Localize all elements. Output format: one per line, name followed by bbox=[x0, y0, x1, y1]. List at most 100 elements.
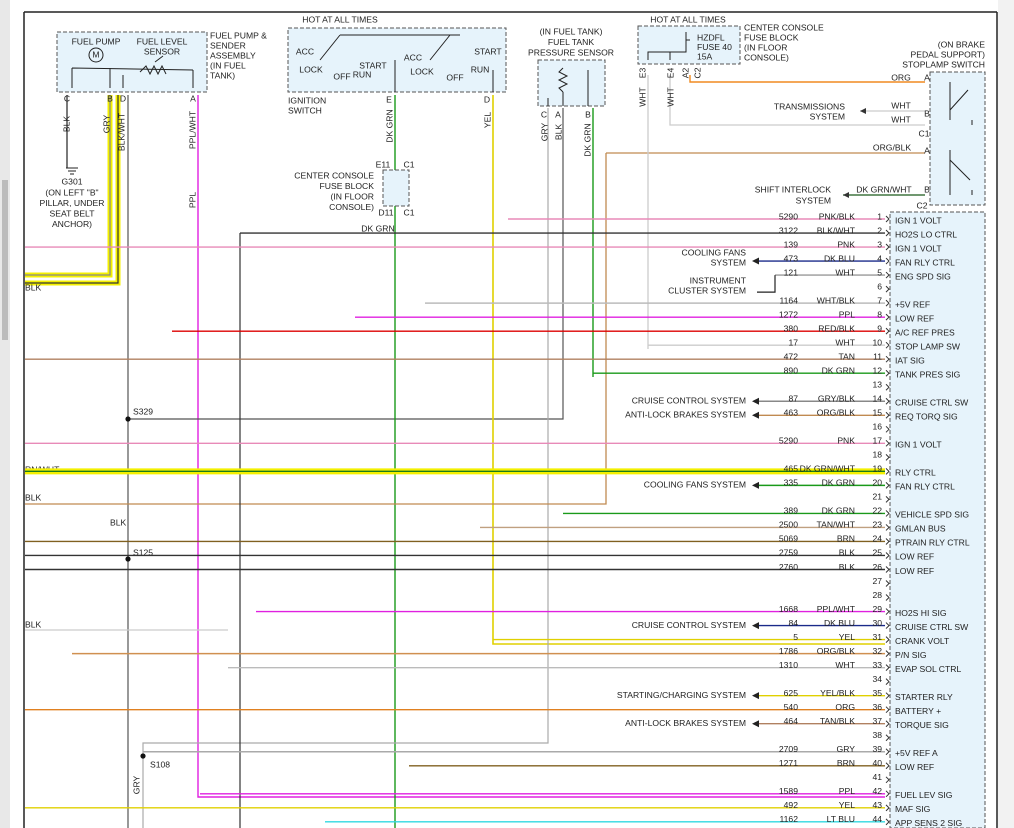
pin-terminal bbox=[885, 650, 890, 657]
wire-color: BRN bbox=[837, 534, 855, 544]
wire-color: YEL/BLK bbox=[820, 688, 855, 698]
pin-terminal bbox=[885, 453, 890, 461]
circuit-number: 87 bbox=[788, 394, 798, 404]
pin-number: 8 bbox=[877, 309, 882, 319]
pressure-sensor-box bbox=[537, 59, 606, 107]
pin-terminal bbox=[885, 748, 890, 756]
splice-label: S125 bbox=[133, 547, 153, 557]
ground-note: ANCHOR) bbox=[52, 219, 92, 229]
wire-color: ORG/BLK bbox=[873, 142, 911, 152]
pin-terminal bbox=[885, 355, 890, 363]
pin-number: 38 bbox=[872, 730, 882, 740]
component-name: (IN FUEL bbox=[210, 60, 246, 70]
pin-terminal bbox=[885, 608, 890, 615]
fuse-label: HZDFL bbox=[697, 32, 725, 42]
circuit-number: 464 bbox=[784, 716, 799, 726]
page-margin bbox=[998, 0, 1014, 828]
pin-function: IGN 1 VOLT bbox=[895, 215, 942, 225]
pin-terminal bbox=[885, 257, 890, 265]
pin-function: IGN 1 VOLT bbox=[895, 440, 942, 450]
pin-label: E11 bbox=[376, 159, 391, 169]
wire-color: GRY bbox=[101, 114, 111, 133]
wire bbox=[757, 275, 776, 293]
pin-terminal bbox=[885, 482, 890, 489]
splice-label: S329 bbox=[133, 406, 153, 416]
pin-terminal bbox=[885, 383, 890, 391]
wire bbox=[492, 95, 885, 645]
pin-number: 27 bbox=[872, 576, 882, 586]
fuse-box bbox=[637, 25, 741, 65]
pin-function: LOW REF bbox=[895, 313, 934, 323]
pin-number: 9 bbox=[877, 323, 882, 333]
sensor-symbol bbox=[547, 67, 589, 106]
wire-color: PNK/BLK bbox=[819, 211, 856, 221]
pin-number: 20 bbox=[872, 478, 882, 488]
circuit-number: 5290 bbox=[779, 211, 798, 221]
component-name: ASSEMBLY bbox=[210, 50, 256, 60]
arrow bbox=[752, 257, 759, 265]
wire-color: BLK/WHT bbox=[116, 112, 126, 151]
component-name: FUSE BLOCK bbox=[744, 32, 799, 42]
switch-position: START bbox=[359, 60, 387, 70]
component-name: CENTER CONSOLE bbox=[294, 170, 374, 180]
wire-color: PPL bbox=[187, 192, 197, 208]
wire-color: RED/BLK bbox=[818, 323, 855, 333]
component-name: FUEL TANK bbox=[548, 37, 594, 47]
pin-terminal bbox=[885, 762, 890, 770]
pin-terminal bbox=[885, 692, 890, 700]
pin-terminal bbox=[885, 243, 890, 251]
component-name: PEDAL SUPPORT) bbox=[911, 49, 986, 59]
circuit-number: 1162 bbox=[780, 814, 799, 824]
wire-color: BRN bbox=[837, 758, 855, 768]
wire-color: PPL/WHT bbox=[817, 604, 856, 614]
circuit-number: 139 bbox=[784, 239, 799, 249]
pin-label: B bbox=[924, 108, 930, 118]
pin-number: 17 bbox=[872, 436, 882, 446]
wire bbox=[142, 108, 549, 828]
pin-terminal bbox=[885, 734, 890, 742]
pin-number: 40 bbox=[872, 758, 882, 768]
wire-color: DK GRN bbox=[582, 123, 592, 156]
pin-label: A bbox=[190, 93, 196, 103]
fuel-pump-box bbox=[56, 31, 208, 93]
pin-number: 34 bbox=[872, 674, 882, 684]
wire bbox=[689, 75, 925, 83]
wire-color: WHT bbox=[891, 114, 911, 124]
pin-label: B bbox=[107, 93, 113, 103]
wire bbox=[25, 153, 607, 505]
component-label: FUEL LEVEL bbox=[137, 36, 188, 46]
pin-function: BATTERY + bbox=[895, 706, 941, 716]
pin-number: 43 bbox=[872, 800, 882, 810]
wire-color: BLK bbox=[839, 562, 856, 572]
fuse-label: FUSE 40 bbox=[697, 42, 732, 52]
pin-function: VEHICLE SPD SIG bbox=[895, 510, 969, 520]
destination-label: SYSTEM bbox=[711, 257, 746, 267]
switch-position: ACC bbox=[404, 52, 422, 62]
wire-color: BLK bbox=[25, 282, 42, 292]
wire-color: YEL bbox=[839, 632, 855, 642]
destination-label: SYSTEM bbox=[810, 111, 845, 121]
motor-symbol bbox=[88, 47, 104, 63]
pin-number: 39 bbox=[872, 744, 882, 754]
circuit-number: 1589 bbox=[779, 786, 798, 796]
pin-function: EVAP SOL CTRL bbox=[895, 664, 961, 674]
switch-position: LOCK bbox=[299, 64, 323, 74]
pin-number: 1 bbox=[877, 211, 882, 221]
pin-number: 31 bbox=[872, 632, 882, 642]
pin-terminal bbox=[885, 341, 890, 349]
component-label: FUEL PUMP bbox=[72, 36, 121, 46]
pin-number: 41 bbox=[872, 772, 882, 782]
circuit-number: 1310 bbox=[779, 660, 798, 670]
circuit-number: 2760 bbox=[779, 562, 798, 572]
wire bbox=[669, 75, 925, 126]
wire-color: TAN/WHT bbox=[816, 520, 855, 530]
pin-terminal bbox=[885, 397, 890, 405]
pin-number: 44 bbox=[872, 814, 882, 824]
pin-terminal bbox=[885, 411, 890, 419]
wire bbox=[25, 95, 111, 276]
wire-color: PNK bbox=[837, 239, 855, 249]
pin-number: 25 bbox=[872, 548, 882, 558]
stoplamp-contacts bbox=[949, 82, 973, 195]
pin-terminal bbox=[885, 313, 890, 321]
arrow bbox=[752, 720, 759, 728]
